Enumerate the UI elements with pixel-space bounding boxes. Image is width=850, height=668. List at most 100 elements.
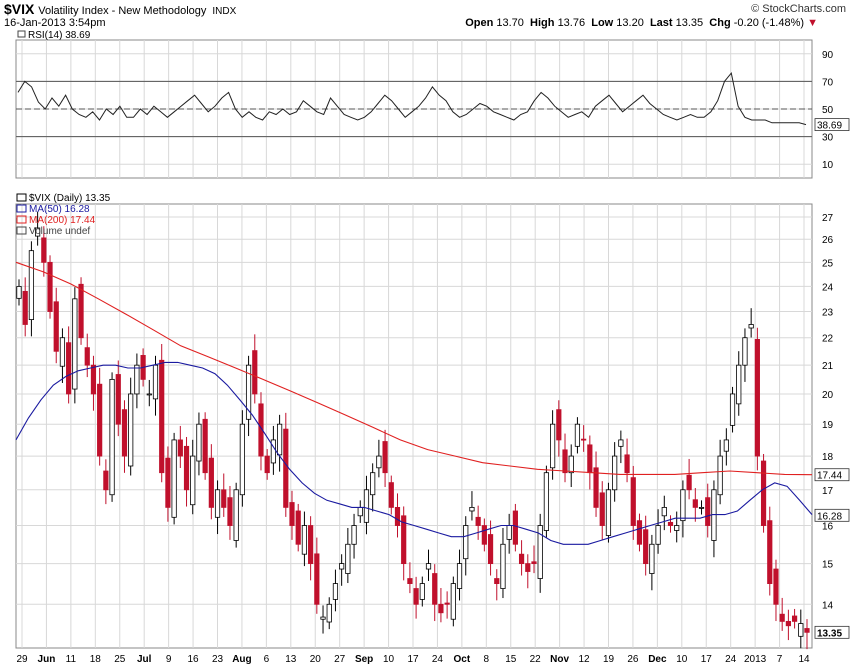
rsi-value-box bbox=[814, 118, 850, 132]
low-value: 13.20 bbox=[616, 17, 644, 29]
candle-body bbox=[450, 583, 456, 620]
open-value: 13.70 bbox=[496, 17, 524, 29]
candle-body bbox=[407, 578, 413, 585]
candle-body bbox=[754, 339, 760, 457]
candle-body bbox=[785, 620, 791, 627]
candle-body bbox=[612, 455, 618, 491]
price-legend-label: MA(50) 16.28 bbox=[29, 204, 90, 215]
candle-body bbox=[686, 474, 692, 491]
x-tick-label: Sep bbox=[355, 654, 373, 665]
x-tick-label: 16 bbox=[188, 654, 200, 665]
candle-body bbox=[388, 482, 394, 508]
candle-body bbox=[295, 510, 301, 545]
candle-body bbox=[413, 588, 419, 605]
candle-body bbox=[531, 561, 537, 565]
candle-body bbox=[134, 364, 140, 395]
candle-body bbox=[512, 510, 518, 545]
candle-body bbox=[97, 383, 103, 457]
candle-body bbox=[264, 455, 270, 474]
candle-body bbox=[283, 428, 289, 508]
candle-body bbox=[301, 525, 308, 555]
candle-body bbox=[729, 393, 736, 426]
high-label: High bbox=[530, 17, 555, 29]
candle-body bbox=[314, 553, 320, 605]
ma50-line bbox=[15, 361, 813, 545]
candle-body bbox=[357, 506, 363, 517]
candle-body bbox=[16, 286, 22, 299]
price-y-tick-label: 19 bbox=[822, 420, 834, 431]
candle-body bbox=[655, 525, 661, 545]
candle-body bbox=[605, 489, 612, 536]
candle-body bbox=[543, 472, 550, 531]
candle-body bbox=[723, 439, 729, 452]
candle-body bbox=[339, 563, 345, 570]
down-arrow-icon: ▼ bbox=[807, 17, 818, 29]
candle-body bbox=[667, 521, 674, 526]
candle-body bbox=[159, 359, 165, 474]
rsi-y-tick-label: 70 bbox=[822, 77, 834, 88]
candle-body bbox=[239, 423, 245, 496]
candle-body bbox=[214, 489, 221, 518]
ma50-legend-icon bbox=[16, 204, 27, 213]
candle-body bbox=[779, 613, 785, 622]
ticker-name: Volatility Index - New Methodology bbox=[38, 5, 207, 17]
x-tick-label: 7 bbox=[777, 654, 783, 665]
x-tick-label: 15 bbox=[505, 654, 517, 665]
candle-body bbox=[556, 409, 562, 441]
x-tick-label: 24 bbox=[725, 654, 737, 665]
x-tick-label: Jun bbox=[38, 654, 56, 665]
candle-body bbox=[227, 497, 233, 526]
candle-body bbox=[791, 615, 798, 622]
price-y-tick-label: 21 bbox=[822, 361, 834, 372]
candle-body bbox=[469, 506, 475, 512]
x-tick-label: 24 bbox=[432, 654, 444, 665]
candle-body bbox=[72, 298, 78, 390]
candle-body bbox=[636, 520, 643, 545]
ticker-exchange: INDX bbox=[212, 6, 237, 17]
x-tick-label: 10 bbox=[676, 654, 688, 665]
x-tick-label: Aug bbox=[232, 654, 251, 665]
candle-body bbox=[370, 472, 376, 496]
x-tick-label: 20 bbox=[310, 654, 322, 665]
candle-body bbox=[115, 374, 121, 425]
candle-body bbox=[84, 347, 90, 366]
candle-body bbox=[481, 525, 487, 545]
x-tick-label: 27 bbox=[334, 654, 346, 665]
candle-body bbox=[456, 563, 463, 589]
candle-body bbox=[270, 439, 276, 464]
candle-body bbox=[798, 623, 804, 637]
x-tick-label: 11 bbox=[66, 654, 77, 665]
candle-body bbox=[103, 470, 109, 491]
candle-body bbox=[587, 444, 593, 474]
x-tick-label: 14 bbox=[798, 654, 810, 665]
ma200-legend-icon bbox=[16, 215, 27, 224]
copyright: © StockCharts.com bbox=[751, 3, 846, 15]
rsi-y-tick-label: 50 bbox=[822, 105, 834, 116]
volume-legend-icon bbox=[16, 226, 27, 235]
candle-body bbox=[308, 525, 314, 565]
candle-body bbox=[574, 423, 581, 447]
price-y-tick-label: 17 bbox=[822, 486, 834, 497]
rsi-legend-icon bbox=[17, 30, 26, 38]
low-label: Low bbox=[591, 17, 614, 29]
x-tick-label: 25 bbox=[114, 654, 126, 665]
quote-summary: Open 13.70 High 13.76 Low 13.20 Last 13.… bbox=[465, 17, 818, 29]
candle-body bbox=[742, 337, 748, 366]
candle-body bbox=[146, 393, 152, 396]
candle-body bbox=[748, 324, 754, 329]
x-tick-label: 26 bbox=[627, 654, 639, 665]
last-price-label: 13.35 bbox=[817, 628, 842, 639]
price-y-tick-label: 16 bbox=[822, 522, 834, 533]
ma200-value-box bbox=[814, 468, 850, 482]
x-tick-label: 2013 bbox=[744, 654, 767, 665]
x-tick-label: Nov bbox=[550, 654, 569, 665]
candle-body bbox=[537, 525, 543, 579]
price-y-tick-label: 27 bbox=[822, 213, 834, 224]
price-y-tick-label: 20 bbox=[822, 390, 834, 401]
x-tick-label: 18 bbox=[90, 654, 102, 665]
candle-body bbox=[562, 449, 568, 474]
candle-body bbox=[78, 283, 84, 339]
candle-body bbox=[351, 525, 357, 545]
